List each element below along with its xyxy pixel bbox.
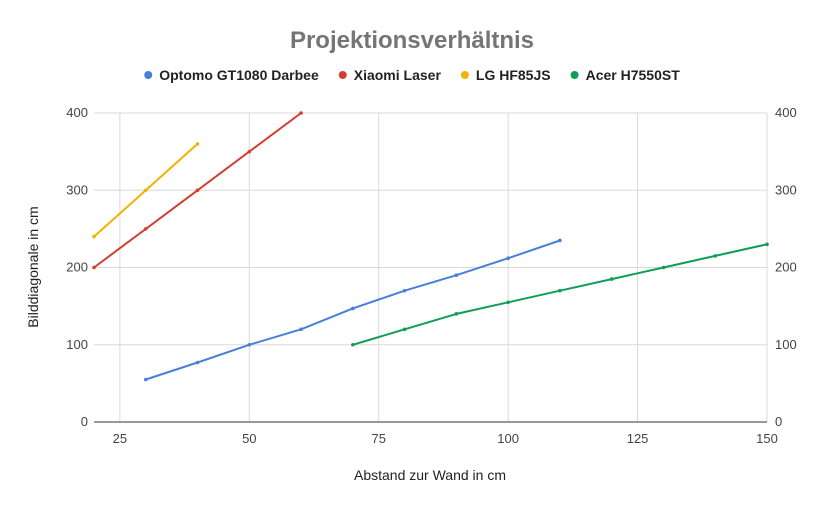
- y-tick-label-left: 300: [66, 182, 88, 197]
- legend-item-1: Xiaomi Laser: [338, 67, 442, 83]
- data-point: [92, 234, 96, 239]
- legend-item-3: Acer H7550ST: [570, 67, 681, 83]
- legend-marker: [460, 71, 469, 79]
- data-point: [454, 312, 459, 316]
- x-tick-label: 125: [627, 431, 649, 446]
- x-tick-label: 150: [756, 431, 778, 446]
- data-point: [402, 288, 407, 293]
- data-point: [143, 227, 148, 231]
- y-axis-label: Bilddiagonale in cm: [25, 206, 41, 327]
- data-point: [299, 111, 303, 115]
- legend-label: LG HF85JS: [476, 67, 551, 83]
- series-0: [143, 238, 562, 382]
- y-tick-label-left: 400: [66, 105, 88, 120]
- data-point: [195, 360, 200, 365]
- data-point: [92, 265, 96, 270]
- gridlines: [94, 112, 768, 422]
- legend-label: Optomo GT1080 Darbee: [159, 67, 319, 83]
- tick-labels: 0 0 100 100 200 200 300 300 400 400 25 50 75 100 125 15…: [66, 105, 796, 446]
- chart-title: Projektionsverhältnis: [290, 27, 534, 54]
- series-3: [351, 242, 769, 347]
- data-point: [558, 288, 562, 293]
- x-axis-label: Abstand zur Wand in cm: [354, 467, 506, 483]
- data-point: [247, 342, 252, 347]
- legend-item-2: LG HF85JS: [460, 67, 551, 83]
- data-point: [299, 327, 303, 332]
- data-point: [351, 306, 355, 311]
- data-point: [609, 277, 614, 281]
- data-point: [351, 342, 355, 347]
- data-point: [661, 265, 666, 270]
- y-tick-label-right: 400: [775, 105, 797, 120]
- data-point: [402, 327, 407, 332]
- data-point: [143, 377, 148, 382]
- data-point: [143, 188, 148, 193]
- series-line: [352, 243, 768, 346]
- legend-label: Acer H7550ST: [586, 67, 681, 83]
- data-point: [506, 300, 510, 305]
- data-point: [195, 188, 200, 193]
- series-2: [92, 142, 200, 239]
- series-1: [92, 111, 303, 270]
- y-tick-label-right: 300: [775, 182, 797, 197]
- legend-marker: [144, 71, 153, 79]
- legend: Optomo GT1080 Darbee Xiaomi Laser LG HF85J…: [144, 67, 680, 83]
- legend-marker: [570, 71, 579, 79]
- x-tick-label: 100: [497, 431, 519, 446]
- y-tick-label-left: 100: [66, 337, 88, 352]
- y-tick-label-right: 200: [775, 260, 797, 275]
- y-tick-label-left: 200: [66, 260, 88, 275]
- data-point: [713, 254, 718, 258]
- data-point: [454, 273, 459, 278]
- data-point: [558, 238, 562, 243]
- series-group: [92, 111, 769, 382]
- legend-label: Xiaomi Laser: [354, 67, 442, 83]
- y-tick-label-right: 100: [775, 337, 797, 352]
- legend-item-0: Optomo GT1080 Darbee: [144, 67, 319, 83]
- x-tick-label: 50: [242, 431, 256, 446]
- y-tick-label-left: 0: [81, 414, 88, 429]
- data-point: [506, 256, 510, 261]
- data-point: [247, 149, 252, 154]
- x-tick-label: 25: [113, 431, 127, 446]
- y-tick-label-right: 0: [775, 414, 782, 429]
- legend-marker: [338, 71, 347, 79]
- data-point: [195, 142, 200, 146]
- data-point: [765, 242, 769, 247]
- x-tick-label: 75: [371, 431, 385, 446]
